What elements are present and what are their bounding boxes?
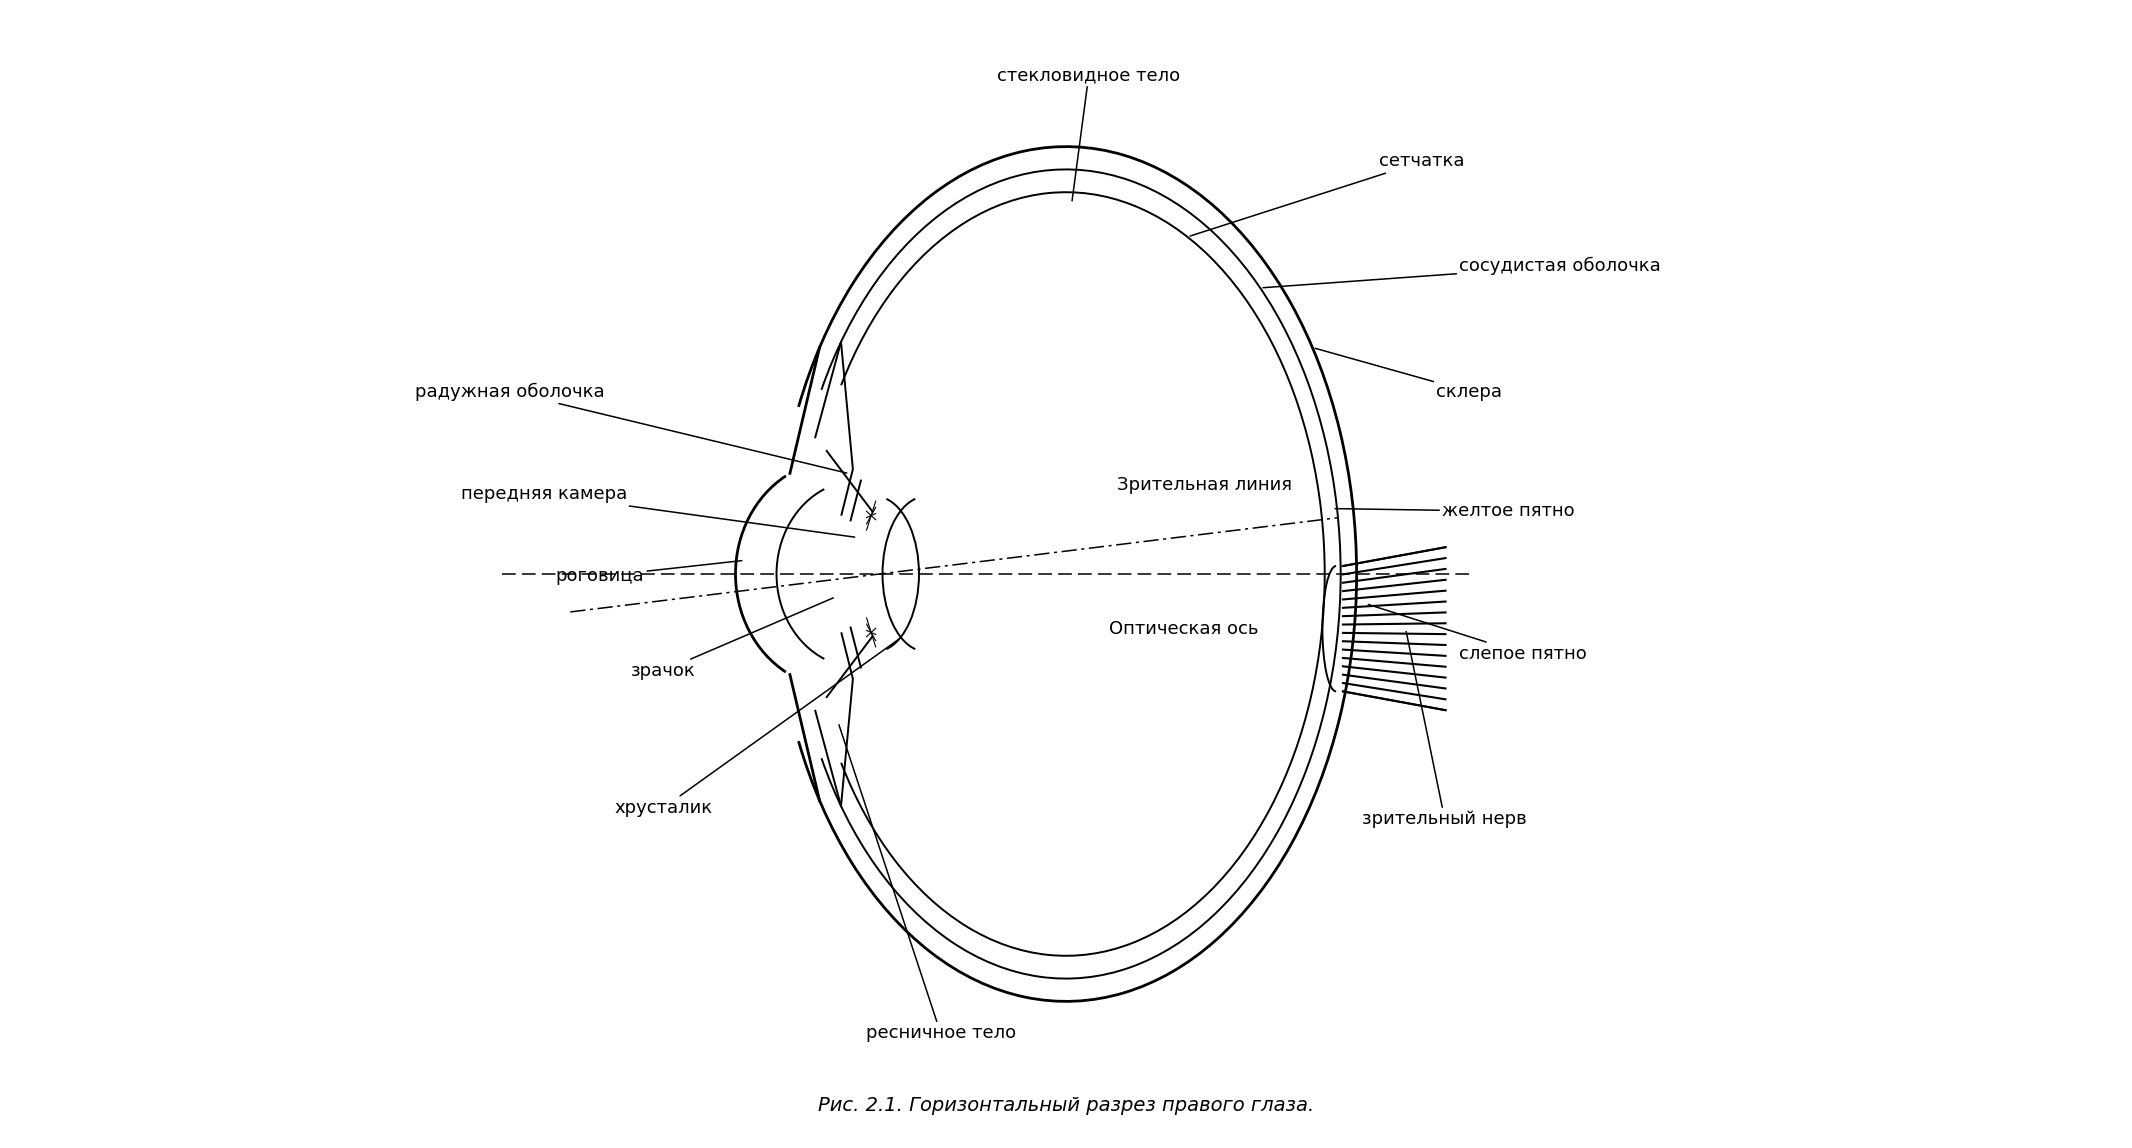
Text: зрачок: зрачок — [631, 598, 834, 680]
Text: склера: склера — [1315, 348, 1503, 401]
Text: радужная оболочка: радужная оболочка — [416, 382, 846, 473]
Text: стекловидное тело: стекловидное тело — [998, 65, 1181, 201]
Text: Оптическая ось: Оптическая ось — [1109, 620, 1258, 637]
Text: Рис. 2.1. Горизонтальный разрез правого глаза.: Рис. 2.1. Горизонтальный разрез правого … — [819, 1096, 1313, 1116]
Text: желтое пятно: желтое пятно — [1335, 503, 1576, 520]
Text: ресничное тело: ресничное тело — [838, 724, 1015, 1042]
Text: сетчатка: сетчатка — [1190, 153, 1465, 236]
Text: передняя камера: передняя камера — [461, 486, 855, 537]
Text: зрительный нерв: зрительный нерв — [1362, 631, 1527, 828]
Text: роговица: роговица — [556, 560, 742, 585]
Text: сосудистая оболочка: сосудистая оболочка — [1262, 257, 1661, 288]
Text: Зрительная линия: Зрительная линия — [1117, 476, 1292, 495]
Text: слепое пятно: слепое пятно — [1369, 605, 1586, 662]
Text: хрусталик: хрусталик — [614, 639, 898, 816]
